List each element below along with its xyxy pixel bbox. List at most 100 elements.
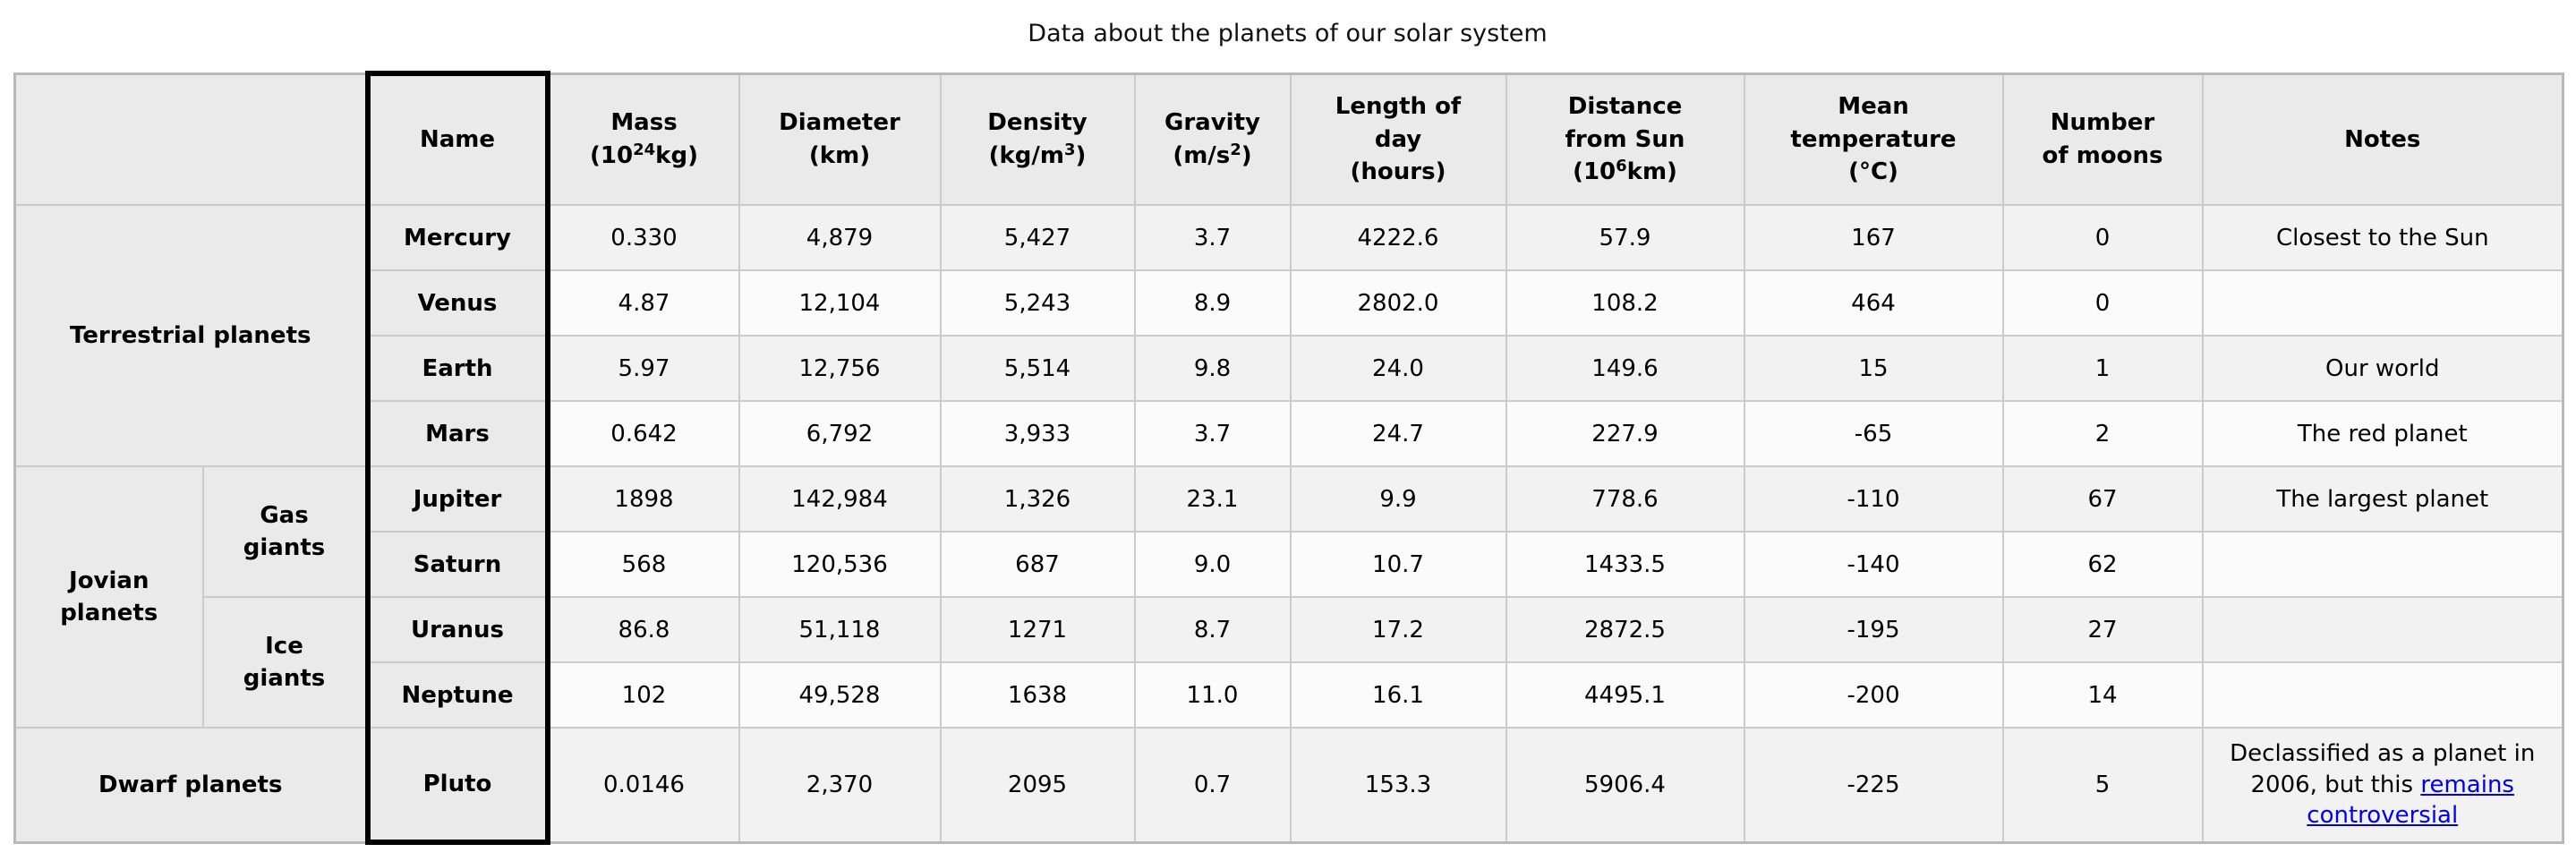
jupiter-day-cell: 9.9 (1289, 465, 1507, 533)
neptune-distance-cell: 4495.1 (1505, 661, 1745, 729)
pluto-gravity-cell: 0.7 (1133, 727, 1292, 843)
group-ice-giants: Ice giants (201, 596, 369, 729)
group-gas-giants: Gas giants (201, 465, 369, 598)
jupiter-density-cell: 1,326 (939, 465, 1136, 533)
venus-density-cell: 5,243 (939, 269, 1136, 337)
neptune-notes-cell (2201, 661, 2564, 729)
neptune-day-cell: 16.1 (1289, 661, 1507, 729)
saturn-temperature-cell: -140 (1743, 531, 2004, 598)
venus-gravity-cell: 8.9 (1133, 269, 1292, 337)
neptune-diameter-cell: 49,528 (738, 661, 942, 729)
jupiter-distance-cell: 778.6 (1505, 465, 1745, 533)
venus-day-cell: 2802.0 (1289, 269, 1507, 337)
pluto-mass-cell: 0.0146 (546, 727, 740, 843)
neptune-gravity-cell: 11.0 (1133, 661, 1292, 729)
group-jovian-planets: Jovian planets (13, 465, 204, 729)
saturn-gravity-cell: 9.0 (1133, 531, 1292, 598)
header-number-of-moons: Number of moons (2001, 72, 2204, 206)
earth-moons-cell: 1 (2001, 335, 2204, 402)
uranus-distance-cell: 2872.5 (1505, 596, 1745, 663)
gravity-exponent: 2 (1230, 140, 1241, 159)
saturn-name-cell: Saturn (364, 531, 550, 598)
mercury-moons-cell: 0 (2001, 204, 2204, 271)
distance-header-unit: (106km) (1573, 156, 1677, 185)
saturn-density-cell: 687 (939, 531, 1136, 598)
venus-notes-cell (2201, 269, 2564, 337)
header-name: Name (364, 71, 550, 206)
pluto-temperature-cell: -225 (1743, 727, 2004, 843)
mars-name-cell: Mars (364, 400, 550, 467)
uranus-moons-cell: 27 (2001, 596, 2204, 663)
row-pluto: Dwarf planets Pluto 0.0146 2,370 2095 0.… (13, 727, 2564, 845)
pluto-diameter-cell: 2,370 (738, 727, 942, 843)
neptune-temperature-cell: -200 (1743, 661, 2004, 729)
jupiter-moons-cell: 67 (2001, 465, 2204, 533)
row-uranus: Ice giants Uranus 86.8 51,118 1271 8.7 1… (15, 596, 2564, 729)
venus-distance-cell: 108.2 (1505, 269, 1745, 337)
earth-density-cell: 5,514 (939, 335, 1136, 402)
header-diameter: Diameter (km) (738, 72, 942, 206)
uranus-diameter-cell: 51,118 (738, 596, 942, 663)
gravity-header-unit: (m/s2) (1173, 140, 1252, 169)
group-dwarf-planets: Dwarf planets (13, 727, 369, 843)
row-mercury: Terrestrial planets Mercury 0.330 4,879 … (13, 204, 2564, 467)
jupiter-diameter-cell: 142,984 (738, 465, 942, 533)
saturn-mass-cell: 568 (546, 531, 740, 598)
mercury-density-cell: 5,427 (939, 204, 1136, 271)
group-terrestrial-planets: Terrestrial planets (13, 204, 369, 467)
earth-mass-cell: 5.97 (546, 335, 740, 402)
pluto-moons-cell: 5 (2001, 727, 2204, 843)
jupiter-notes-cell: The largest planet (2201, 465, 2564, 533)
venus-moons-cell: 0 (2001, 269, 2204, 337)
pluto-density-cell: 2095 (939, 727, 1136, 843)
jupiter-name-cell: Jupiter (364, 465, 550, 533)
jupiter-temperature-cell: -110 (1743, 465, 2004, 533)
mercury-notes-cell: Closest to the Sun (2201, 204, 2564, 271)
venus-name-cell: Venus (364, 269, 550, 337)
uranus-day-cell: 17.2 (1289, 596, 1507, 663)
uranus-name-cell: Uranus (364, 596, 550, 663)
page-title: Data about the planets of our solar syst… (1028, 20, 1548, 47)
mercury-day-cell: 4222.6 (1289, 204, 1507, 271)
remains-controversial-link[interactable]: remains controversial (2307, 771, 2514, 829)
density-header-unit: (kg/m3) (988, 140, 1087, 169)
jupiter-mass-cell: 1898 (546, 465, 740, 533)
neptune-moons-cell: 14 (2001, 661, 2204, 729)
uranus-notes-cell (2201, 596, 2564, 663)
mercury-name-cell: Mercury (364, 204, 550, 271)
pluto-day-cell: 153.3 (1289, 727, 1507, 843)
density-exponent: 3 (1063, 140, 1076, 159)
row-jupiter: Jovian planets Gas giants Jupiter 1898 1… (13, 465, 2564, 729)
header-mass: Mass (1024kg) (546, 72, 740, 206)
header-row: Name Mass (1024kg) Diameter (km) Density… (13, 71, 2564, 206)
saturn-diameter-cell: 120,536 (738, 531, 942, 598)
mars-day-cell: 24.7 (1289, 400, 1507, 467)
header-distance: Distance from Sun (106km) (1505, 72, 1745, 206)
pluto-notes-cell: Declassified as a planet in 2006, but th… (2201, 727, 2564, 843)
distance-exponent: 6 (1616, 156, 1627, 175)
mercury-gravity-cell: 3.7 (1133, 204, 1292, 271)
earth-distance-cell: 149.6 (1505, 335, 1745, 402)
venus-temperature-cell: 464 (1743, 269, 2004, 337)
mercury-mass-cell: 0.330 (546, 204, 740, 271)
saturn-distance-cell: 1433.5 (1505, 531, 1745, 598)
header-density: Density (kg/m3) (939, 72, 1136, 206)
venus-diameter-cell: 12,104 (738, 269, 942, 337)
mass-exponent: 24 (633, 140, 656, 159)
mars-moons-cell: 2 (2001, 400, 2204, 467)
mercury-distance-cell: 57.9 (1505, 204, 1745, 271)
saturn-day-cell: 10.7 (1289, 531, 1507, 598)
density-header-title: Density (987, 109, 1088, 137)
mars-distance-cell: 227.9 (1505, 400, 1745, 467)
header-notes: Notes (2201, 72, 2564, 206)
header-gravity: Gravity (m/s2) (1133, 72, 1292, 206)
venus-mass-cell: 4.87 (546, 269, 740, 337)
mars-diameter-cell: 6,792 (738, 400, 942, 467)
distance-header-title: Distance from Sun (1565, 93, 1685, 153)
pluto-name-cell: Pluto (364, 727, 550, 845)
mars-mass-cell: 0.642 (546, 400, 740, 467)
uranus-gravity-cell: 8.7 (1133, 596, 1292, 663)
earth-diameter-cell: 12,756 (738, 335, 942, 402)
saturn-moons-cell: 62 (2001, 531, 2204, 598)
row-venus: Venus 4.87 12,104 5,243 8.9 2802.0 108.2… (15, 269, 2564, 337)
